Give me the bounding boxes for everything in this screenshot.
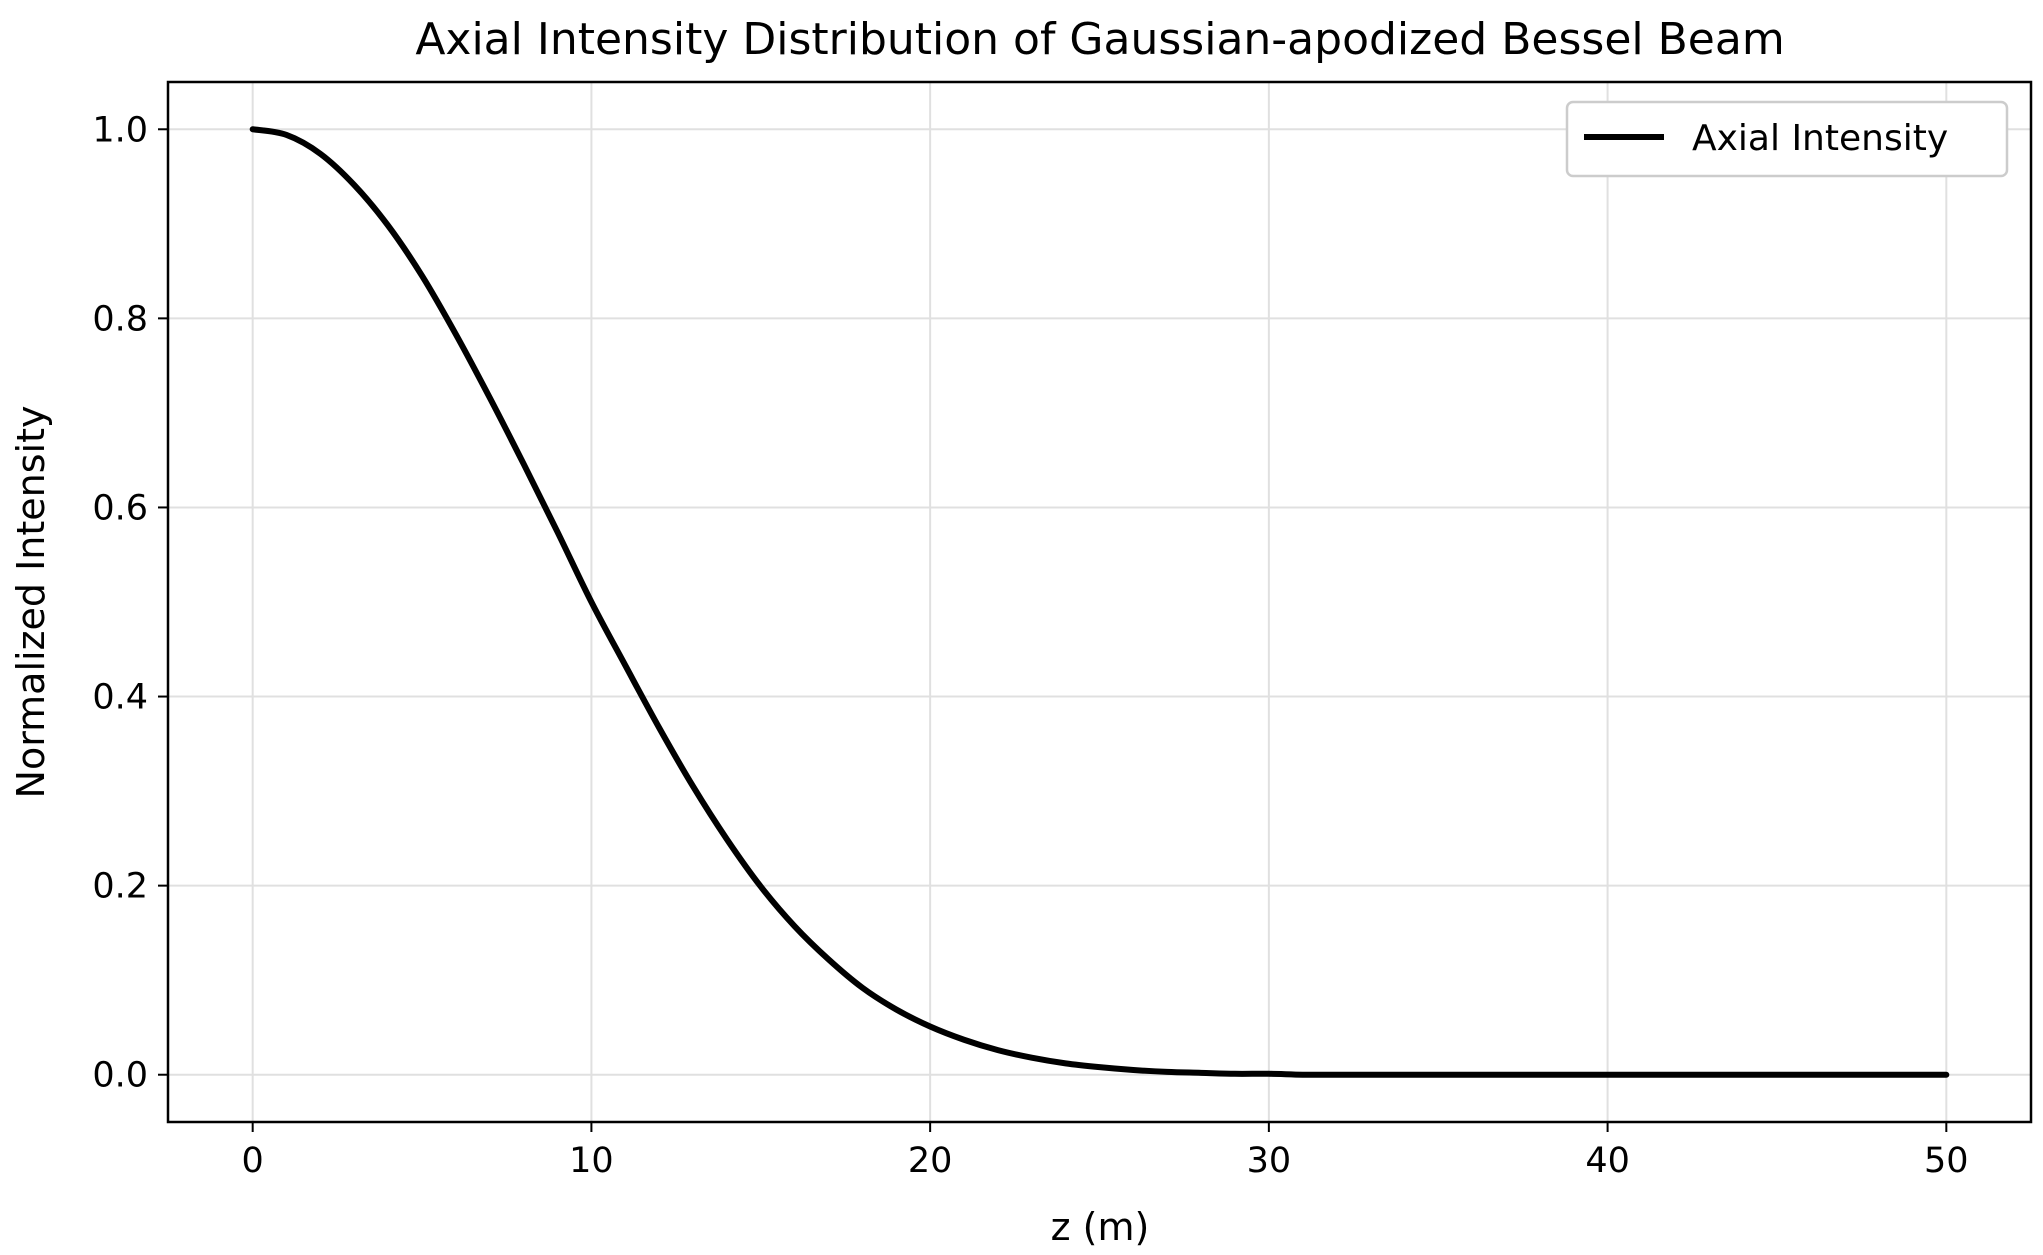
plot-frame (166, 80, 2033, 1124)
x-tick-label: 50 (1924, 1141, 1969, 1181)
x-tick-label: 30 (1247, 1141, 1292, 1181)
legend-box (1565, 100, 2009, 178)
x-tick-label: 40 (1585, 1141, 1630, 1181)
y-tick-label: 0.8 (92, 299, 148, 339)
x-axis-label: z (m) (1051, 1205, 1150, 1249)
y-tick-label: 1.0 (92, 110, 148, 150)
y-tick-label: 0.4 (92, 678, 148, 718)
x-tick-label: 20 (908, 1141, 953, 1181)
axial-intensity-line (249, 126, 1950, 1078)
chart-title: Axial Intensity Distribution of Gaussian… (415, 14, 1784, 65)
y-axis-label: Normalized Intensity (9, 406, 53, 799)
legend: Axial Intensity (1565, 100, 2009, 178)
y-axis-ticks: 0.0 0.2 0.4 0.6 0.8 1.0 (92, 110, 168, 1096)
legend-label: Axial Intensity (1692, 118, 1948, 159)
x-tick-label: 10 (569, 1141, 614, 1181)
y-tick-label: 0.2 (92, 867, 148, 907)
y-tick-label: 0.0 (92, 1056, 148, 1096)
grid-lines (168, 82, 2031, 1122)
x-axis-ticks: 0 10 20 30 40 50 (242, 1122, 1969, 1181)
x-tick-label: 0 (242, 1141, 264, 1181)
y-tick-label: 0.6 (92, 488, 148, 528)
